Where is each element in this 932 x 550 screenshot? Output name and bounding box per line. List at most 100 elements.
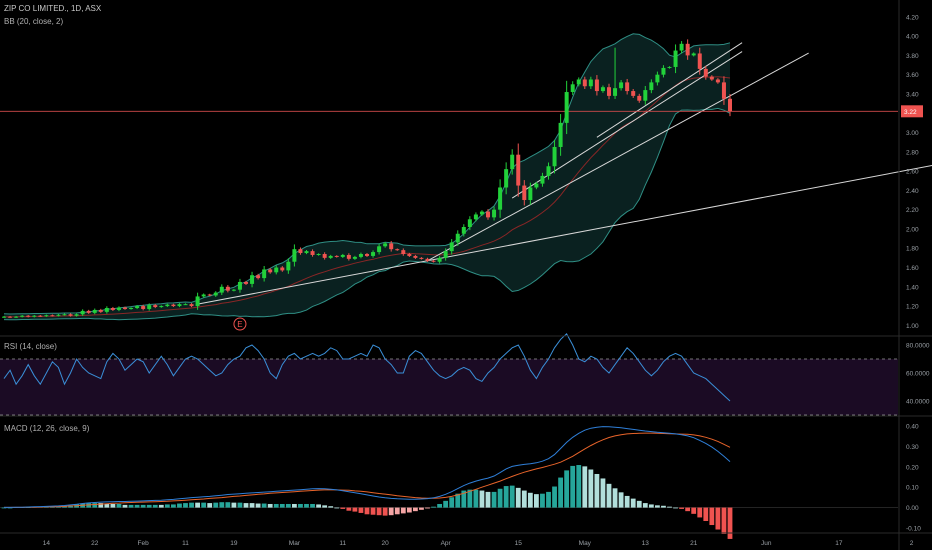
candle-body: [116, 307, 121, 310]
macd-histogram-bar: [600, 478, 606, 508]
candle-body: [661, 67, 666, 75]
candle-body: [679, 43, 684, 51]
candle-body: [304, 251, 309, 254]
candle-body: [74, 314, 79, 316]
macd-histogram-bar: [382, 507, 388, 516]
macd-histogram-bar: [685, 507, 691, 512]
candle-body: [383, 243, 388, 247]
candle-body: [92, 309, 97, 313]
macd-histogram-bar: [431, 506, 436, 508]
candle-body: [576, 79, 581, 85]
candle-body: [225, 286, 230, 291]
macd-histogram-bar: [679, 507, 684, 509]
macd-histogram-bar: [171, 504, 176, 508]
candle-body: [352, 256, 357, 259]
candle-body: [147, 305, 152, 309]
candle-body: [62, 314, 67, 316]
candle-body: [413, 255, 418, 258]
macd-histogram-bar: [177, 503, 182, 508]
candle-body: [104, 308, 109, 312]
price-tick-label: 1.20: [906, 304, 919, 311]
candle-body: [721, 82, 726, 99]
candle-body: [195, 296, 200, 307]
macd-pane[interactable]: [0, 426, 898, 539]
macd-histogram-bar: [237, 502, 243, 508]
candle-body: [26, 315, 31, 317]
macd-histogram-bar: [437, 503, 442, 508]
macd-histogram-bar: [648, 504, 654, 508]
candle-body: [280, 267, 285, 271]
time-tick-label: 11: [339, 540, 346, 547]
candle-body: [419, 257, 424, 259]
macd-tick-label: 0.10: [906, 485, 919, 492]
macd-histogram-bar: [618, 492, 624, 508]
macd-histogram-bar: [570, 465, 576, 508]
macd-histogram-bar: [527, 492, 533, 508]
candle-body: [32, 315, 37, 317]
candle-body: [431, 260, 436, 262]
macd-histogram-bar: [540, 493, 545, 508]
macd-histogram-bar: [279, 503, 285, 508]
candle-body: [709, 76, 714, 80]
price-tick-label: 4.20: [906, 14, 919, 21]
macd-histogram-bar: [110, 503, 116, 508]
macd-histogram-bar: [358, 507, 364, 513]
time-tick-label: 22: [91, 540, 99, 547]
macd-histogram-bar: [642, 503, 648, 508]
macd-histogram-bar: [485, 491, 491, 508]
rsi-line: [3, 332, 731, 402]
candle-body: [20, 315, 25, 317]
macd-histogram-bar: [225, 502, 231, 508]
candle-body: [129, 308, 134, 310]
candle-body: [310, 251, 315, 255]
price-tick-label: 3.40: [906, 91, 919, 98]
macd-histogram-bar: [334, 507, 340, 509]
candle-body: [582, 79, 587, 87]
macd-histogram-bar: [721, 507, 727, 534]
macd-histogram-bar: [152, 504, 158, 508]
macd-histogram-bar: [98, 503, 104, 508]
macd-histogram-bar: [624, 495, 630, 508]
candle-body: [141, 306, 146, 309]
macd-histogram-bar: [370, 507, 376, 515]
trendline-steep-2: [596, 42, 743, 138]
candle-body: [262, 269, 267, 279]
macd-tick-label: 0.40: [906, 424, 919, 431]
macd-histogram-bar: [467, 489, 473, 508]
candle-body: [68, 314, 73, 316]
time-tick-label: Feb: [138, 540, 150, 547]
macd-histogram-bar: [364, 507, 370, 515]
candle-body: [2, 316, 6, 318]
bb-indicator-label: BB (20, close, 2): [4, 17, 64, 26]
candle-body: [110, 308, 115, 310]
macd-histogram-bar: [691, 507, 697, 514]
candle-body: [588, 79, 593, 87]
macd-histogram-bar: [128, 504, 134, 508]
candle-body: [401, 250, 406, 255]
candle-body: [498, 187, 503, 210]
macd-histogram-bar: [249, 503, 255, 508]
candle-body: [570, 84, 575, 93]
candle-body: [600, 87, 605, 92]
macd-histogram-bar: [304, 503, 309, 508]
rsi-pane[interactable]: [0, 332, 898, 416]
macd-histogram-bar: [594, 473, 600, 508]
rsi-indicator-label: RSI (14, close): [4, 342, 57, 351]
macd-histogram-bar: [636, 500, 642, 508]
candle-body: [328, 255, 333, 258]
macd-histogram-bar: [703, 507, 709, 522]
macd-histogram-bar: [425, 507, 430, 509]
macd-histogram-bar: [122, 504, 128, 508]
time-tick-label: 11: [182, 540, 189, 547]
macd-histogram-bar: [406, 507, 412, 513]
candle-body: [528, 187, 533, 201]
trendline-long: [197, 165, 932, 305]
rsi-tick-label: 60.0000: [906, 371, 930, 378]
price-pane[interactable]: E: [0, 33, 932, 331]
macd-histogram-bar: [491, 491, 497, 508]
candle-body: [286, 261, 291, 271]
macd-histogram-bar: [443, 500, 449, 508]
candle-body: [153, 305, 158, 308]
candle-body: [98, 309, 103, 312]
